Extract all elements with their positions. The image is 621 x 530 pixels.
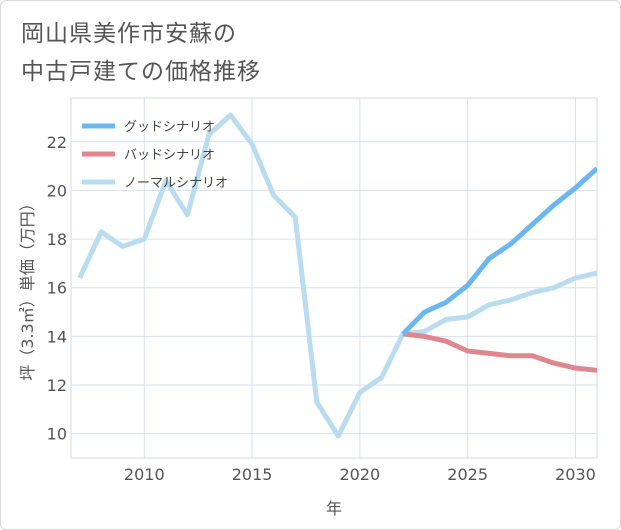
x-tick-label: 2015 [232, 465, 273, 484]
y-tick-label: 18 [47, 230, 67, 249]
series-lines [77, 112, 597, 439]
chart-title-line2: 中古戸建ての価格推移 [21, 59, 261, 85]
y-tick-label: 12 [47, 376, 67, 395]
chart-title-line1: 岡山県美作市安蘇の [21, 21, 237, 47]
x-tick-label: 2025 [447, 465, 488, 484]
legend-label: バッドシナリオ [124, 148, 215, 163]
plot-area [70, 97, 598, 459]
y-axis: 10 12 14 16 18 20 22 [47, 133, 67, 444]
y-axis-title: 坪（3.3㎡）単価（万円） [18, 195, 37, 380]
y-tick-label: 20 [47, 181, 67, 200]
y-tick-label: 16 [47, 279, 67, 298]
x-axis-title: 年 [326, 499, 342, 518]
legend-label: ノーマルシナリオ [124, 176, 228, 191]
y-tick-label: 10 [47, 425, 67, 444]
series-line-1 [402, 331, 597, 373]
legend-label: グッドシナリオ [124, 120, 215, 135]
y-tick-label: 22 [47, 133, 67, 152]
x-tick-label: 2020 [340, 465, 381, 484]
series-line-0 [401, 166, 597, 336]
plot-background [70, 97, 598, 459]
y-tick-label: 14 [47, 327, 67, 346]
chart-title: 岡山県美作市安蘇の 中古戸建ての価格推移 [21, 15, 261, 91]
x-tick-label: 2030 [555, 465, 596, 484]
x-axis: 2010 2015 2020 2025 2030 [124, 465, 596, 484]
series-line-2 [77, 112, 597, 439]
x-tick-label: 2010 [124, 465, 165, 484]
